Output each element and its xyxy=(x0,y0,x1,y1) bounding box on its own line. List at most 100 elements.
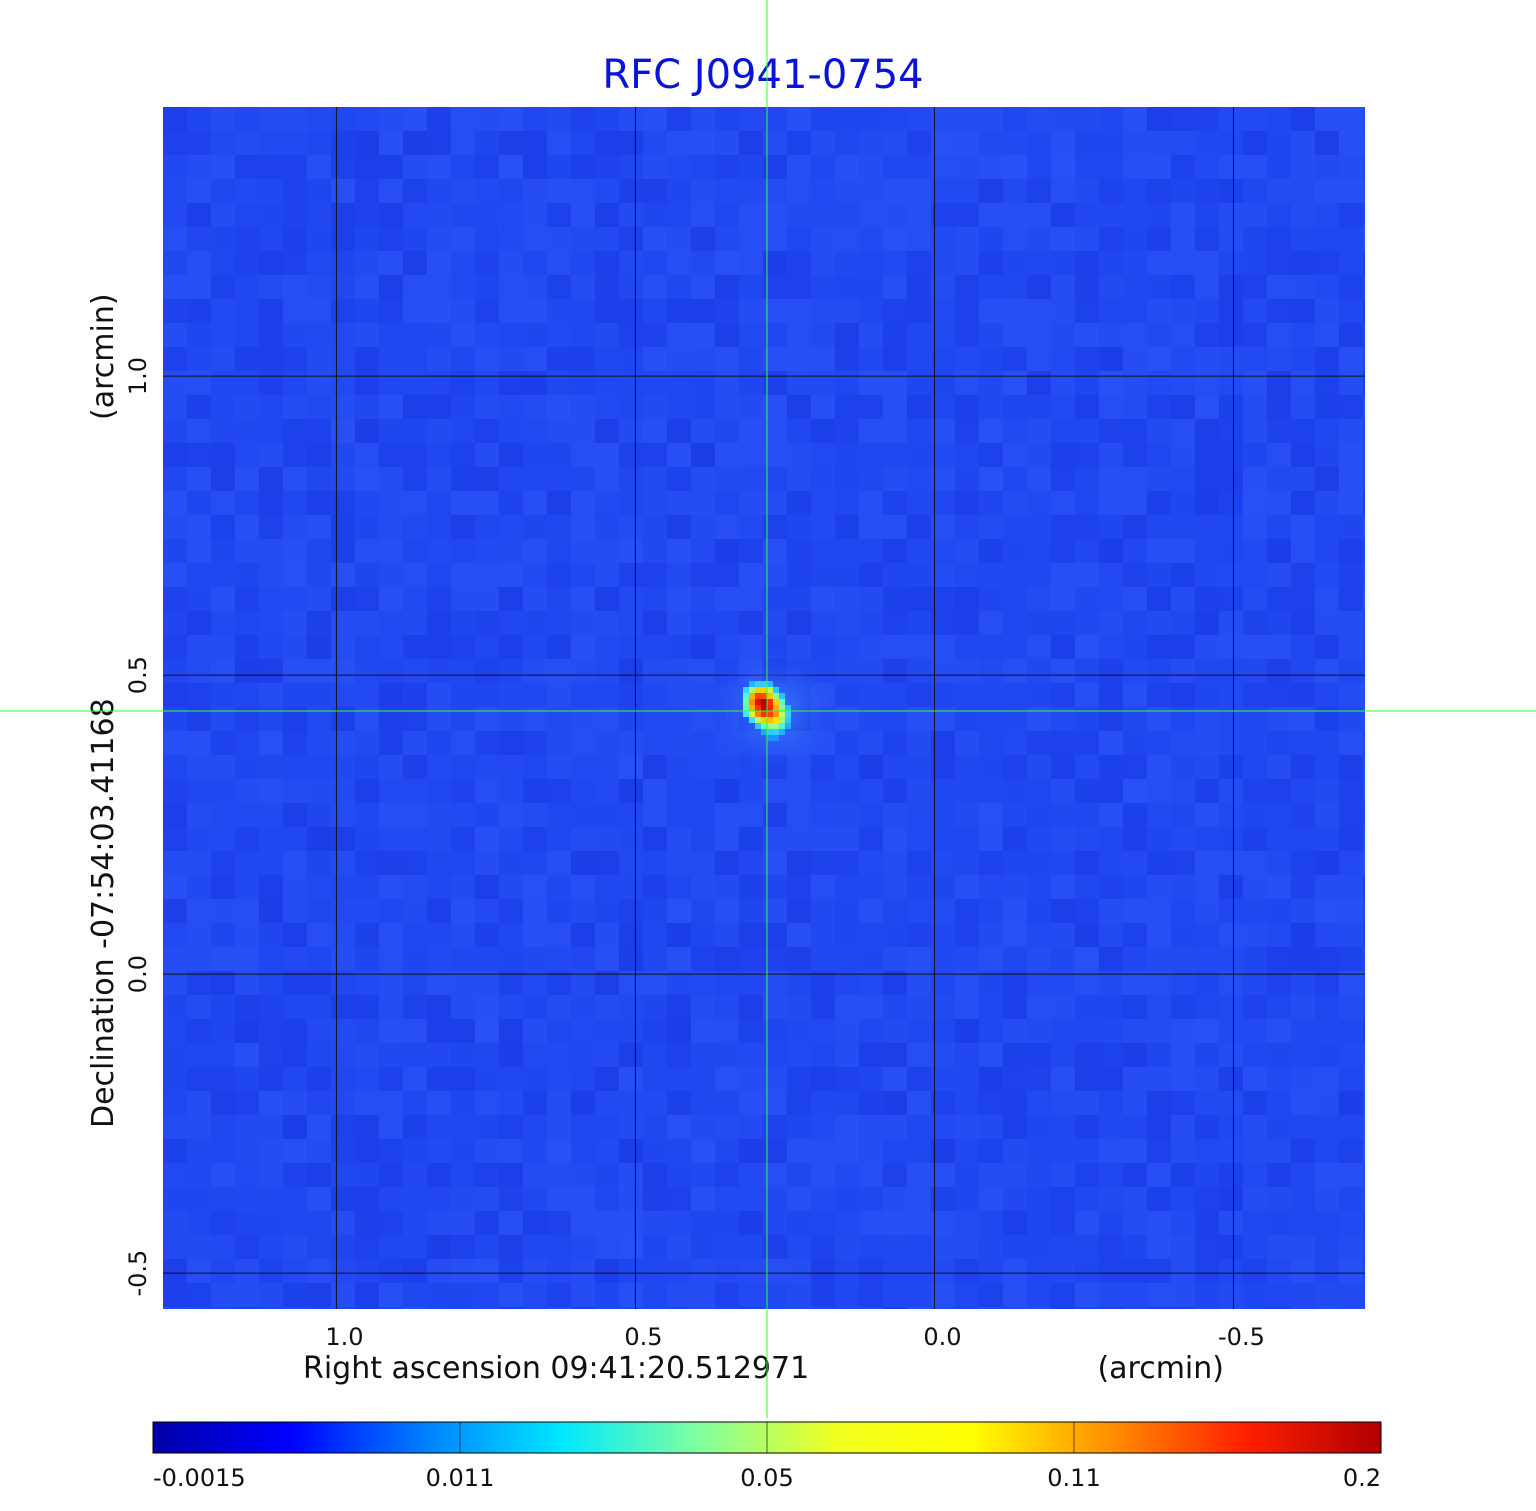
texture-cell xyxy=(355,803,379,827)
texture-cell xyxy=(811,1187,835,1211)
texture-cell xyxy=(187,731,211,755)
texture-cell xyxy=(739,275,763,299)
texture-cell xyxy=(691,419,715,443)
texture-cell xyxy=(211,347,235,371)
texture-cell xyxy=(1051,323,1075,347)
texture-cell xyxy=(1051,971,1075,995)
texture-cell xyxy=(403,419,427,443)
texture-cell xyxy=(1363,491,1365,515)
texture-cell xyxy=(595,779,619,803)
texture-cell xyxy=(571,563,595,587)
texture-cell xyxy=(1051,563,1075,587)
texture-cell xyxy=(211,731,235,755)
texture-cell xyxy=(499,539,523,563)
texture-cell xyxy=(475,539,499,563)
texture-cell xyxy=(1099,827,1123,851)
texture-cell xyxy=(1243,107,1267,131)
texture-cell xyxy=(955,851,979,875)
source-pixel xyxy=(760,728,767,735)
texture-cell xyxy=(331,779,355,803)
texture-cell xyxy=(211,923,235,947)
texture-cell xyxy=(1195,371,1219,395)
texture-cell xyxy=(931,1259,955,1283)
texture-cell xyxy=(883,1043,907,1067)
texture-cell xyxy=(547,539,571,563)
texture-cell xyxy=(979,443,1003,467)
texture-cell xyxy=(283,803,307,827)
texture-cell xyxy=(1315,323,1339,347)
texture-cell xyxy=(163,251,187,275)
texture-cell xyxy=(1051,1187,1075,1211)
texture-cell xyxy=(643,635,667,659)
texture-cell xyxy=(643,1235,667,1259)
texture-cell xyxy=(1147,779,1171,803)
texture-cell xyxy=(499,203,523,227)
texture-cell xyxy=(211,611,235,635)
texture-cell xyxy=(979,851,1003,875)
texture-cell xyxy=(1003,179,1027,203)
texture-cell xyxy=(1099,275,1123,299)
texture-cell xyxy=(523,1139,547,1163)
source-pixel xyxy=(766,710,773,717)
texture-cell xyxy=(547,923,571,947)
texture-cell xyxy=(811,1019,835,1043)
texture-cell xyxy=(379,827,403,851)
texture-cell xyxy=(427,1163,451,1187)
texture-cell xyxy=(1339,875,1363,899)
texture-cell xyxy=(643,1163,667,1187)
texture-cell xyxy=(1171,155,1195,179)
texture-cell xyxy=(1219,1067,1243,1091)
texture-cell xyxy=(715,515,739,539)
texture-cell xyxy=(1027,731,1051,755)
texture-cell xyxy=(163,1019,187,1043)
source-pixel xyxy=(772,734,779,741)
texture-cell xyxy=(427,1259,451,1283)
texture-cell xyxy=(1123,107,1147,131)
texture-cell xyxy=(667,1187,691,1211)
texture-cell xyxy=(859,563,883,587)
texture-cell xyxy=(979,803,1003,827)
texture-cell xyxy=(1099,875,1123,899)
texture-cell xyxy=(667,275,691,299)
texture-cell xyxy=(691,1211,715,1235)
texture-cell xyxy=(187,251,211,275)
texture-cell xyxy=(859,1283,883,1307)
texture-cell xyxy=(1075,755,1099,779)
texture-cell xyxy=(499,923,523,947)
texture-cell xyxy=(1315,515,1339,539)
texture-cell xyxy=(715,131,739,155)
texture-cell xyxy=(163,1283,187,1307)
texture-cell xyxy=(1315,1235,1339,1259)
texture-cell xyxy=(1315,635,1339,659)
texture-cell xyxy=(1339,731,1363,755)
texture-cell xyxy=(475,683,499,707)
texture-cell xyxy=(1123,731,1147,755)
texture-cell xyxy=(835,539,859,563)
texture-cell xyxy=(955,755,979,779)
texture-cell xyxy=(859,1115,883,1139)
texture-cell xyxy=(1075,1019,1099,1043)
texture-cell xyxy=(1291,275,1315,299)
texture-cell xyxy=(907,971,931,995)
texture-cell xyxy=(307,299,331,323)
texture-cell xyxy=(1099,419,1123,443)
texture-cell xyxy=(1123,1019,1147,1043)
texture-cell xyxy=(523,1019,547,1043)
texture-cell xyxy=(1243,587,1267,611)
texture-cell xyxy=(979,683,1003,707)
texture-cell xyxy=(451,1211,475,1235)
texture-cell xyxy=(1147,395,1171,419)
texture-cell xyxy=(187,851,211,875)
texture-cell xyxy=(691,1163,715,1187)
texture-cell xyxy=(1147,755,1171,779)
texture-cell xyxy=(1147,419,1171,443)
x-tick-labels: 1.0 0.5 0.0 -0.5 xyxy=(325,1323,1265,1351)
texture-cell xyxy=(331,1259,355,1283)
texture-cell xyxy=(907,419,931,443)
texture-cell xyxy=(1027,1211,1051,1235)
texture-cell xyxy=(979,371,1003,395)
texture-cell xyxy=(187,1043,211,1067)
texture-cell xyxy=(1363,1307,1365,1309)
texture-cell xyxy=(1219,131,1243,155)
texture-cell xyxy=(355,923,379,947)
